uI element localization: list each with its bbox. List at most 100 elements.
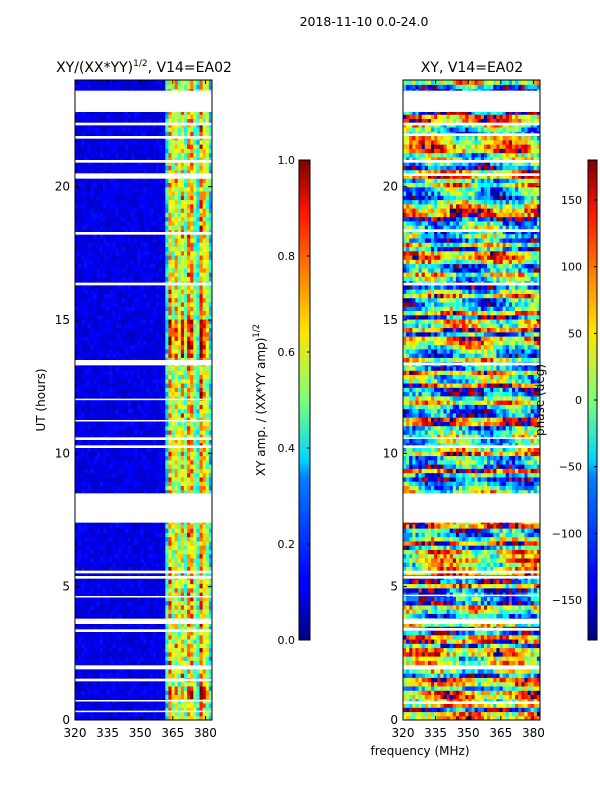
heatmap-cell [134, 395, 138, 401]
heatmap-cell [190, 711, 194, 717]
heatmap-cell [162, 421, 166, 427]
heatmap-cell [134, 489, 138, 495]
heatmap-cell [180, 412, 185, 418]
heatmap-cell [162, 434, 166, 439]
heatmap-cell [193, 284, 198, 290]
heatmap-cell [124, 340, 129, 346]
heatmap-cell [124, 536, 129, 542]
figure-title: 2018-11-10 0.0-24.0 [300, 14, 429, 29]
heatmap-cell [96, 557, 101, 563]
heatmap-cell [137, 327, 141, 333]
heatmap-cell [208, 310, 212, 316]
heatmap-cell [143, 267, 148, 273]
heatmap-cell [115, 293, 120, 299]
heatmap-cell [177, 404, 182, 410]
heatmap-cell [121, 472, 126, 478]
heatmap-cell [171, 485, 176, 491]
heatmap-cell [187, 400, 191, 405]
heatmap-cell [199, 289, 204, 294]
heatmap-cell [174, 242, 179, 247]
heatmap-cell [127, 638, 132, 644]
heatmap-cell [183, 301, 188, 307]
heatmap-cell [134, 562, 138, 567]
heatmap-cell [127, 310, 132, 316]
heatmap-cell [196, 694, 201, 700]
heatmap-cell [140, 374, 145, 380]
heatmap-cell [115, 365, 120, 371]
heatmap-cell [152, 702, 157, 708]
heatmap-cell [96, 378, 101, 384]
heatmap-cell [174, 442, 179, 448]
heatmap-cell [208, 540, 212, 546]
heatmap-cell [93, 237, 98, 243]
heatmap-cell [190, 323, 194, 329]
heatmap-cell [183, 660, 188, 666]
heatmap-cell [84, 690, 89, 695]
heatmap-cell [81, 425, 85, 431]
heatmap-cell [196, 630, 201, 636]
heatmap-cell [127, 476, 132, 482]
heatmap-cell [81, 374, 85, 380]
heatmap-cell [115, 412, 120, 418]
heatmap-cell [106, 459, 110, 465]
heatmap-cell [202, 387, 207, 393]
heatmap-cell [171, 348, 176, 354]
heatmap-cell [140, 451, 145, 457]
heatmap-cell [103, 626, 107, 631]
heatmap-cell [143, 276, 148, 282]
heatmap-cell [96, 374, 101, 380]
heatmap-cell [196, 532, 201, 538]
heatmap-cell [143, 540, 148, 546]
heatmap-cell [134, 434, 138, 439]
heatmap-cell [99, 306, 104, 311]
amplitude-heatmap [75, 80, 212, 720]
heatmap-cell [118, 336, 123, 341]
heatmap-cell [103, 643, 107, 649]
heatmap-cell [131, 267, 135, 273]
heatmap-cell [106, 293, 110, 299]
heatmap-cell [115, 344, 120, 350]
heatmap-cell [202, 481, 207, 486]
heatmap-cell [99, 489, 104, 495]
heatmap-cell [81, 395, 85, 401]
heatmap-cell [99, 643, 104, 649]
heatmap-cell [205, 284, 210, 290]
heatmap-cell [196, 267, 201, 273]
heatmap-cell [149, 673, 154, 678]
heatmap-cell [149, 331, 154, 337]
heatmap-cell [134, 694, 138, 700]
heatmap-cell [99, 634, 104, 640]
heatmap-cell [96, 451, 101, 457]
heatmap-cell [208, 340, 212, 346]
heatmap-cell [199, 690, 204, 695]
heatmap-cell [118, 340, 123, 346]
heatmap-cell [127, 472, 132, 478]
heatmap-cell [193, 540, 198, 546]
heatmap-cell [193, 442, 198, 448]
heatmap-cell [174, 553, 179, 559]
heatmap-cell [180, 459, 185, 465]
heatmap-cell [81, 336, 85, 341]
heatmap-cell [118, 711, 123, 717]
heatmap-cell [152, 715, 157, 720]
heatmap-cell [99, 442, 104, 448]
heatmap-cell [183, 391, 188, 397]
heatmap-cell [81, 634, 85, 640]
heatmap-cell [146, 314, 151, 320]
heatmap-cell [131, 481, 135, 486]
heatmap-cell [131, 685, 135, 691]
heatmap-cell [121, 412, 126, 418]
heatmap-cell [131, 549, 135, 555]
heatmap-cell [109, 242, 113, 247]
heatmap-cell [106, 327, 110, 333]
heatmap-cell [137, 634, 141, 640]
heatmap-cell [84, 429, 89, 435]
heatmap-cell [131, 429, 135, 435]
heatmap-cell [208, 276, 212, 282]
heatmap-cell [121, 314, 126, 320]
heatmap-cell [199, 378, 204, 384]
heatmap-cell [199, 638, 204, 644]
heatmap-cell [134, 656, 138, 661]
heatmap-cell [137, 267, 141, 273]
heatmap-cell [115, 647, 120, 653]
